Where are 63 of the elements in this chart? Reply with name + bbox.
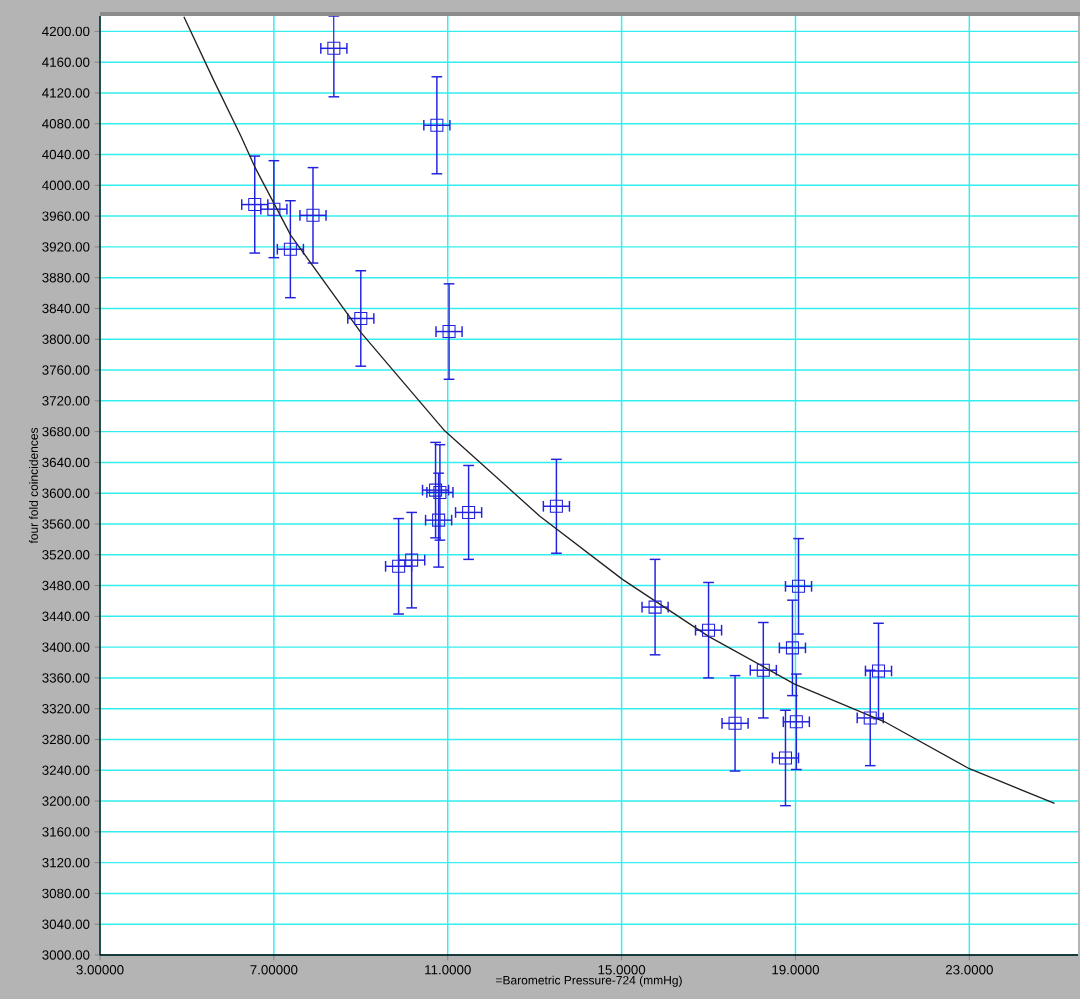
y-tick-label: 3720.00 (42, 396, 90, 406)
point (462, 505, 476, 519)
point (871, 664, 886, 678)
y-tick-label: 3560.00 (42, 519, 90, 529)
y-tick-label: 3680.00 (42, 426, 90, 437)
y-tick-label: 3400.00 (42, 642, 90, 652)
y-tick-label: 3120.00 (42, 857, 90, 868)
y-tick-label: 3480.00 (42, 580, 90, 591)
point (702, 623, 716, 637)
y-tick-label: 3160.00 (42, 827, 90, 837)
point (791, 579, 806, 593)
point (442, 325, 456, 339)
x-tick-label: 15.0000 (598, 965, 646, 975)
y-tick-label: 4120.00 (42, 88, 90, 98)
y-tick-label: 3600.00 (42, 488, 90, 498)
point (267, 202, 281, 216)
y-tick-label: 4000.00 (42, 180, 90, 191)
y-tick-label: 3640.00 (42, 457, 90, 468)
y-tick-label: 3360.00 (42, 673, 90, 683)
x-tick-label: 11.0000 (425, 965, 471, 975)
y-tick-label: 3440.00 (42, 611, 90, 622)
point (648, 600, 662, 614)
line-series (183, 16, 1056, 805)
y-axis-title: four fold coincidences (29, 427, 38, 544)
point (863, 711, 877, 725)
x-tick-label: 23.0000 (945, 965, 993, 975)
point (405, 553, 419, 567)
y-tick-label: 3080.00 (42, 888, 90, 899)
point (248, 198, 262, 212)
y-tick-label: 3760.00 (42, 365, 90, 375)
y-tick-label: 3000.00 (42, 950, 90, 960)
y-tick-label: 4080.00 (42, 119, 90, 129)
x-tick-label: 19.0000 (772, 965, 820, 975)
y-tick-label: 3840.00 (42, 303, 90, 314)
point (549, 499, 563, 513)
point (392, 559, 406, 573)
y-tick-label: 3960.00 (42, 211, 90, 221)
point (756, 663, 770, 677)
y-tick-label: 3880.00 (42, 272, 90, 283)
point (785, 641, 799, 655)
y-tick-label: 4160.00 (42, 57, 90, 67)
point (432, 513, 446, 527)
point (789, 715, 803, 729)
y-tick-label: 3320.00 (42, 703, 90, 714)
y-tick-label: 3520.00 (42, 550, 90, 560)
point (778, 751, 793, 765)
y-tick-label: 3240.00 (42, 765, 90, 775)
y-tick-label: 3040.00 (42, 919, 90, 929)
point (306, 208, 320, 222)
point (728, 716, 742, 730)
y-tick-label: 3200.00 (42, 796, 90, 806)
y-tick-label: 4040.00 (42, 149, 90, 160)
y-tick-label: 3920.00 (42, 242, 90, 252)
y-tick-label: 3800.00 (42, 334, 90, 344)
point (354, 311, 368, 326)
x-axis-title: =Barometric Pressure-724 (mmHg) (496, 975, 682, 987)
point (327, 41, 341, 55)
y-tick-label: 3280.00 (42, 734, 90, 745)
point (283, 242, 297, 256)
y-tick-label: 4200.00 (42, 26, 90, 37)
x-tick-label: 3.00000 (76, 965, 124, 975)
x-tick-label: 7.00000 (250, 965, 298, 975)
point (430, 118, 444, 132)
